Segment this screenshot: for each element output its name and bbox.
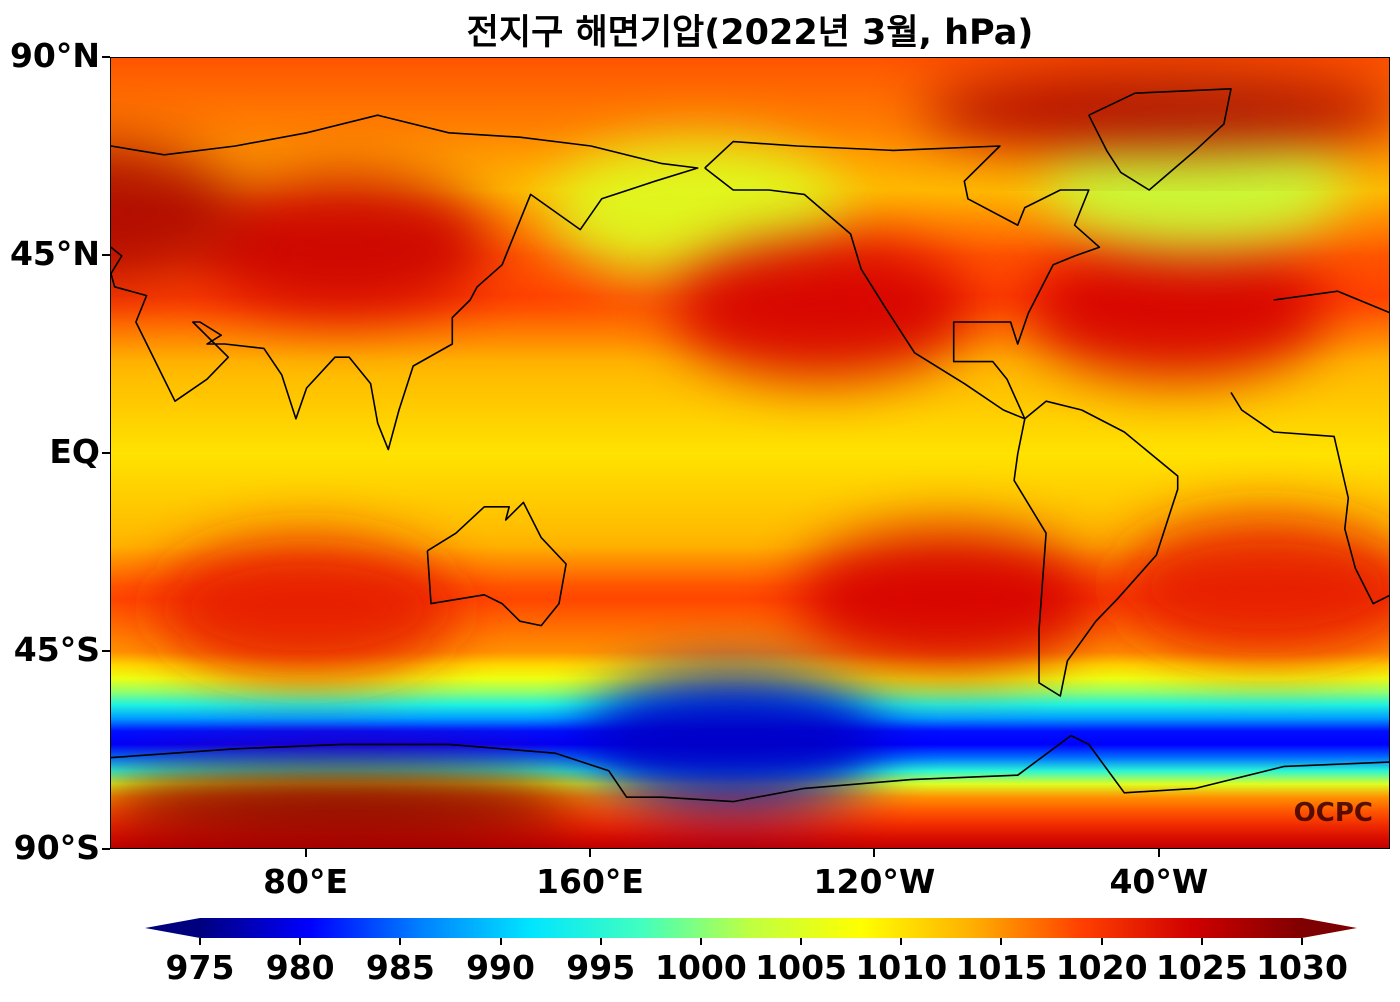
lat-tick-label: 45°S	[13, 630, 100, 669]
lat-tick-label: 90°N	[9, 36, 100, 75]
colorbar-tick-label: 1020	[1055, 948, 1148, 987]
colorbar-tick-label: 990	[466, 948, 535, 987]
lat-tick-mark	[102, 452, 110, 454]
colorbar-tick-label: 1025	[1155, 948, 1248, 987]
pressure-feature	[796, 529, 1097, 670]
coastline	[111, 114, 699, 451]
colorbar-tick-mark	[1301, 938, 1303, 945]
colorbar-tick-label: 1030	[1256, 948, 1348, 987]
lat-tick-label: 90°S	[13, 828, 100, 867]
lat-tick-mark	[102, 56, 110, 58]
lon-tick-mark	[589, 849, 591, 857]
coastline	[426, 501, 567, 627]
pressure-field	[111, 58, 1389, 848]
colorbar-tick-mark	[199, 938, 201, 945]
colorbar-tick-mark	[1200, 938, 1203, 945]
pressure-map: OCPC	[110, 57, 1390, 849]
lon-tick-label: 120°W	[813, 862, 936, 901]
colorbar-tick-label: 980	[265, 948, 335, 987]
colorbar-tick-label: 1015	[955, 948, 1048, 987]
colorbar-min-extend	[145, 918, 200, 938]
colorbar-tick-label: 975	[165, 948, 235, 987]
colorbar-tick-mark	[299, 938, 302, 945]
lat-tick-mark	[102, 848, 110, 850]
colorbar-gradient	[200, 918, 1302, 938]
colorbar-max-extend	[1302, 918, 1357, 938]
lat-tick-mark	[102, 254, 110, 256]
lat-tick-label: 45°N	[9, 234, 100, 273]
coastline	[1230, 391, 1389, 605]
colorbar	[145, 918, 1357, 938]
colorbar-tick-mark	[699, 938, 702, 945]
pressure-feature	[1116, 516, 1389, 656]
pressure-feature	[192, 172, 493, 313]
colorbar-tick-label: 1005	[755, 948, 848, 987]
coastline	[111, 734, 1389, 803]
pressure-feature	[111, 142, 244, 282]
coastline	[1088, 87, 1232, 191]
colorbar-tick-label: 1000	[654, 948, 747, 987]
colorbar-tick-label: 985	[365, 948, 435, 987]
colorbar-tick-label: 995	[566, 948, 636, 987]
pressure-feature	[1027, 238, 1328, 379]
colorbar-tick-mark	[900, 938, 903, 945]
lat-tick-mark	[102, 650, 110, 652]
map-title: 전지구 해면기압(2022년 3월, hPa)	[466, 13, 1034, 53]
colorbar-tick-mark	[399, 938, 402, 945]
colorbar-tick-mark	[499, 938, 502, 945]
pressure-feature	[156, 538, 457, 678]
pressure-feature	[111, 766, 583, 846]
lat-tick-label: EQ	[49, 432, 100, 471]
colorbar-tick-mark	[800, 938, 803, 945]
lon-tick-mark	[873, 849, 876, 857]
colorbar-tick-mark	[599, 938, 602, 945]
colorbar-tick-mark	[1000, 938, 1003, 945]
colorbar-tick-mark	[1100, 938, 1103, 945]
lon-tick-mark	[1157, 849, 1160, 857]
lon-tick-label: 40°W	[1109, 862, 1209, 901]
lon-tick-label: 160°E	[536, 862, 644, 901]
lon-tick-label: 80°E	[263, 862, 349, 901]
pressure-feature	[919, 70, 1389, 151]
coastline	[1273, 290, 1389, 314]
credit-label: OCPC	[1293, 798, 1373, 828]
coastline	[704, 140, 1101, 420]
pressure-feature	[583, 670, 884, 810]
colorbar-tick-label: 1010	[855, 948, 948, 987]
coastline	[1013, 400, 1179, 697]
lon-tick-mark	[304, 849, 307, 857]
pressure-feature	[672, 238, 973, 379]
